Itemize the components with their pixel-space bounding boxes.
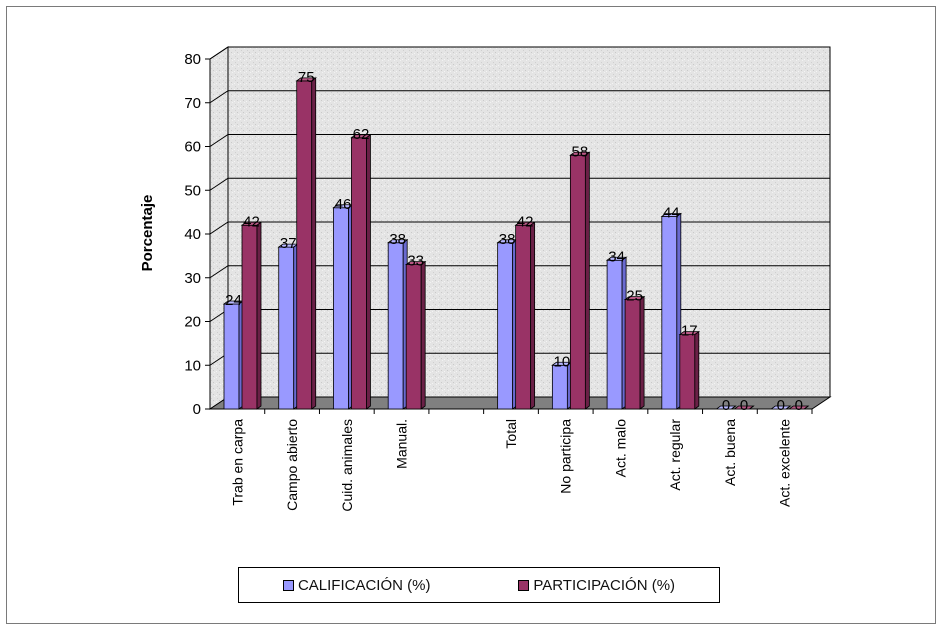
data-label: 33 [407,253,424,270]
y-tick-label: 0 [193,401,201,418]
x-tick-label: Trab en carpa [229,419,245,506]
gridline [209,46,830,60]
bar [278,246,295,410]
bar [387,242,404,410]
bar [223,303,240,410]
bar-side [639,295,645,410]
y-tick-label: 40 [184,226,201,243]
x-tick-label: Act. excelente [777,419,793,507]
legend-item-calificacion: CALIFICACIÓN (%) [282,576,431,594]
bar [497,242,514,410]
data-label: 38 [389,231,406,248]
x-tick-label: No participa [558,419,574,494]
data-label: 42 [517,213,534,230]
bar [624,299,641,410]
bar-side [420,260,426,410]
bar-side [530,221,536,410]
bar [606,259,623,410]
data-label: 24 [225,292,242,309]
y-tick-label: 20 [184,314,201,331]
bar [679,334,696,410]
x-tick-label: Act. malo [612,419,628,478]
bar-side [786,405,791,410]
bar [351,137,367,410]
legend-label-participacion: PARTICIPACIÓN (%) [533,576,676,594]
data-label: 0 [777,397,785,414]
bar-side [694,330,700,410]
data-label: 34 [608,248,625,265]
x-tick-label: Act. regular [667,419,683,491]
data-label: 0 [795,397,803,414]
data-label: 38 [499,231,516,248]
y-tick-label: 80 [184,51,201,68]
data-label: 0 [722,397,730,414]
x-tick-label: Cuid. animales [339,419,355,512]
bar-side [256,221,262,410]
data-label: 58 [572,143,589,160]
legend-label-calificacion: CALIFICACIÓN (%) [297,576,431,594]
legend-item-participacion: PARTICIPACIÓN (%) [518,577,675,594]
bar-side [749,405,754,410]
data-label: 44 [663,205,680,222]
bar-side [584,151,590,410]
bar-side [804,405,809,410]
gridline [209,177,830,191]
y-tick-label: 60 [184,139,201,156]
legend-swatch-calificacion [282,579,294,591]
bar [569,154,586,410]
bar-side [366,133,371,410]
legend-swatch-participacion [518,579,530,591]
y-axis-title: Porcentaje [139,195,156,272]
bar [241,224,258,410]
data-label: 46 [335,196,352,213]
bar-side [311,77,317,410]
bar [551,364,568,410]
x-tick-label: Total [503,419,519,449]
bar [405,264,422,410]
x-tick-label: Campo abierto [284,419,300,511]
x-tick-label: Act. buena [722,419,738,486]
bar [333,207,349,410]
legend: CALIFICACIÓN (%) PARTICIPACIÓN (%) [238,567,720,603]
gridline [209,90,830,104]
data-label: 62 [353,126,370,143]
y-tick-label: 10 [184,357,201,374]
bar-side [731,405,736,410]
bar [515,224,532,410]
y-tick-label: 50 [184,182,201,199]
data-label: 37 [280,235,297,252]
x-tick-label: Manual. [394,419,410,469]
gridline [209,265,830,279]
y-tick-label: 30 [184,270,201,287]
y-tick-label: 70 [184,95,201,112]
data-label: 75 [298,69,315,86]
bar [296,80,313,410]
data-label: 42 [243,213,260,230]
data-label: 25 [626,288,643,305]
data-label: 0 [740,397,748,414]
data-label: 17 [681,323,698,340]
gridline [209,134,830,147]
data-label: 10 [554,353,571,370]
gridline [209,221,830,235]
bar [661,216,678,410]
